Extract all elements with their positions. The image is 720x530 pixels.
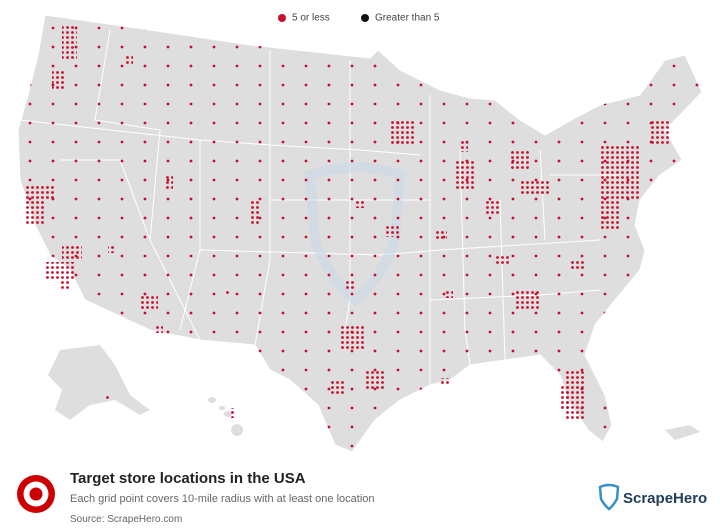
legend-label: Greater than 5: [375, 13, 440, 24]
hawaii: [208, 397, 243, 436]
puerto-rico: [665, 425, 700, 440]
legend-marker: [361, 14, 369, 22]
title: Target store locations in the USA: [70, 470, 306, 487]
logo-text: ScrapeHero: [623, 490, 707, 507]
subtitle: Each grid point covers 10-mile radius wi…: [70, 493, 375, 505]
scrapehero-logo: ScrapeHero: [598, 483, 707, 511]
legend-marker: [278, 14, 286, 22]
location-clusters: [25, 25, 670, 420]
source: Source: ScrapeHero.com: [70, 514, 182, 525]
alaska: [48, 345, 150, 420]
target-logo: [17, 475, 55, 513]
legend-label: 5 or less: [292, 13, 330, 24]
